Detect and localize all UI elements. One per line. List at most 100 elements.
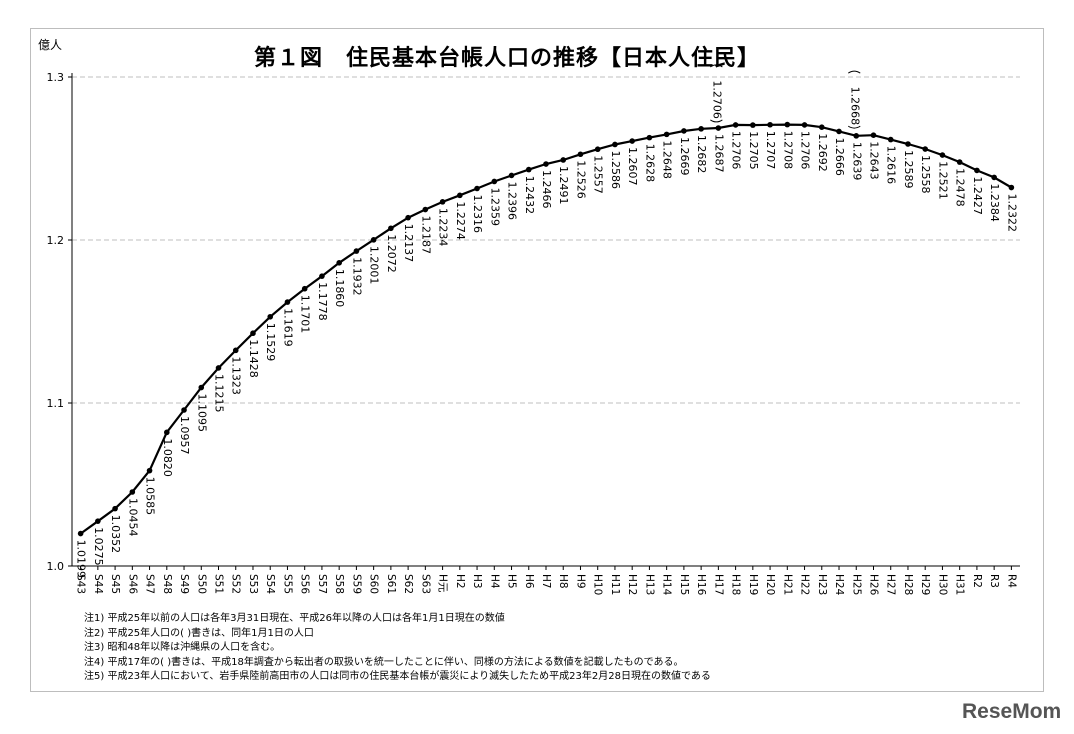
x-tick-label: H15 [678, 574, 690, 595]
data-point [750, 122, 756, 128]
x-tick-label: S61 [385, 574, 397, 594]
x-tick-label: H29 [919, 574, 931, 595]
x-tick-label: S59 [350, 574, 362, 594]
data-label: 1.1932 [350, 257, 363, 296]
x-tick-label: H13 [643, 574, 655, 595]
data-label: 1.2466 [540, 170, 553, 209]
data-label: 1.0957 [178, 416, 191, 455]
data-point [491, 178, 498, 185]
x-tick-label: H31 [954, 574, 966, 595]
data-label: 1.1529 [264, 323, 277, 362]
data-label: 1.2491 [557, 166, 570, 205]
data-label: 1.2586 [609, 150, 622, 189]
data-label: 1.2639 [850, 142, 863, 181]
axes: 1.0 1.1 1.2 1.3 [47, 71, 1020, 573]
data-point [215, 365, 222, 371]
data-point [457, 192, 463, 199]
data-point [77, 530, 84, 537]
data-point [405, 214, 411, 221]
data-point [887, 136, 894, 143]
x-tick-label: S46 [126, 574, 138, 594]
data-point [836, 128, 842, 135]
data-point [319, 273, 325, 279]
data-label: 1.2557 [592, 155, 605, 194]
chart-title: 第１図 住民基本台帳人口の推移【日本人住民】 [254, 46, 761, 71]
data-label: 1.2427 [971, 176, 984, 215]
data-label: 1.0454 [126, 498, 139, 537]
x-tick-label: S56 [299, 574, 311, 594]
x-tick-label: S60 [368, 574, 380, 594]
x-tick-label: H3 [471, 574, 483, 589]
x-tick-label: H16 [695, 574, 707, 596]
x-tick-label: S45 [109, 574, 121, 594]
data-point [474, 185, 480, 192]
x-tick-label: H7 [540, 574, 552, 589]
x-tick-label: H26 [867, 574, 879, 596]
bracket-top [710, 64, 723, 68]
footnote-2: 注2) 平成25年人口の( )書きは、同年1月1日の人口 [84, 627, 314, 639]
data-label: 1.2589 [902, 150, 915, 189]
data-point [698, 126, 704, 132]
data-point [353, 248, 360, 254]
x-tick-label: H23 [816, 574, 828, 595]
data-label: 1.1428 [247, 339, 260, 378]
x-tick-label: H19 [747, 574, 759, 595]
data-label: 1.2607 [626, 147, 639, 186]
data-point [543, 161, 549, 167]
data-point [715, 125, 722, 131]
y-axis-unit-label: 億人 [38, 38, 63, 52]
footnote-1: 注1) 平成25年以前の人口は各年3月31日現在、平成26年以降の人口は各年1月… [84, 613, 505, 624]
data-label: 1.2705 [747, 131, 760, 170]
x-tick-label: S43 [75, 574, 87, 594]
data-label: 1.2274 [454, 201, 467, 240]
data-point [870, 132, 877, 138]
data-label: 1.1778 [316, 282, 329, 321]
x-tick-label: H5 [506, 574, 518, 589]
data-label: 1.1095 [195, 394, 208, 433]
data-label: 1.2359 [488, 187, 501, 226]
data-label: 1.2648 [661, 140, 674, 179]
data-label: 1.2628 [643, 144, 656, 183]
data-label: 1.2692 [816, 133, 829, 172]
data-label: 1.1619 [281, 308, 294, 347]
data-label: 1.2706 [730, 131, 743, 170]
data-point [560, 157, 567, 163]
data-point [853, 133, 860, 139]
x-tick-label: H元 [437, 574, 449, 593]
bracket-data-label: 1.2668 [848, 87, 861, 126]
x-tick-label: H20 [764, 574, 776, 595]
data-point [1008, 184, 1015, 191]
data-point [336, 260, 342, 266]
data-point [732, 122, 739, 128]
data-label: 1.0352 [109, 515, 122, 554]
x-tick-label: H10 [592, 574, 604, 595]
data-label: 1.2616 [885, 146, 898, 185]
data-point [612, 141, 618, 148]
data-label: 1.2001 [368, 246, 381, 285]
x-tick-label: S48 [161, 574, 173, 594]
chart-frame [30, 28, 1044, 692]
data-point [301, 285, 308, 292]
data-label: 1.2137 [402, 224, 415, 263]
bracket-top [847, 70, 861, 74]
x-tick-label: S63 [419, 574, 431, 594]
series-points [77, 121, 1015, 537]
x-tick-label: R4 [1005, 574, 1017, 588]
data-label: 1.0820 [161, 438, 174, 477]
x-tick-label: S62 [402, 574, 414, 594]
x-tick-label: H11 [609, 574, 621, 595]
data-point [974, 167, 980, 174]
data-label: 1.2669 [678, 137, 691, 176]
data-point [198, 384, 205, 391]
data-label: 1.2234 [437, 208, 450, 247]
data-point [663, 131, 670, 138]
x-tick-label: S47 [144, 574, 156, 594]
x-tick-label: H2 [454, 574, 466, 589]
data-point [594, 146, 601, 153]
data-point [146, 467, 153, 474]
x-tick-label: H8 [557, 574, 569, 589]
data-label: 1.0275 [92, 527, 105, 566]
data-point [956, 159, 963, 165]
data-label: 1.1701 [299, 295, 312, 334]
